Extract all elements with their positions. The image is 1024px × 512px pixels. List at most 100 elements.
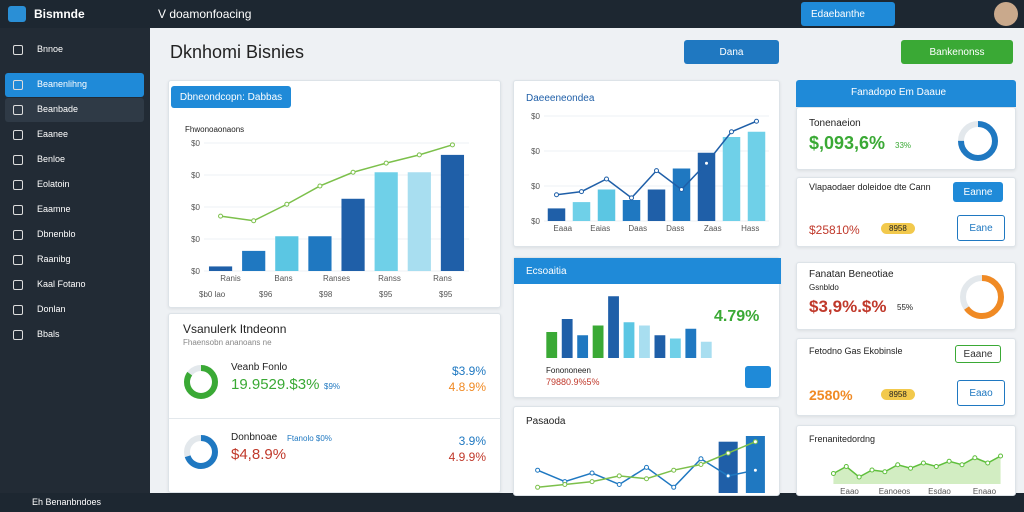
nav-item[interactable]: Raanibg xyxy=(5,248,144,272)
footer-label: $98 xyxy=(319,290,333,299)
nav-item[interactable]: Bnnoe xyxy=(5,38,144,62)
bar xyxy=(561,319,573,358)
outline-button[interactable]: Eane xyxy=(957,215,1005,241)
point xyxy=(416,152,422,158)
point xyxy=(972,455,978,461)
nav-item[interactable]: Donlan xyxy=(5,298,144,322)
area xyxy=(833,456,1001,484)
nav-label: Eaanee xyxy=(37,129,69,139)
trend-chart xyxy=(535,436,765,493)
nav-item[interactable]: Eaamne xyxy=(5,198,144,222)
point xyxy=(562,481,568,487)
nav-icon xyxy=(13,255,23,265)
y-tick-label: $0 xyxy=(531,217,540,226)
bar xyxy=(745,436,765,493)
gauge xyxy=(958,121,998,161)
primary-button[interactable]: Dana xyxy=(684,40,779,64)
point xyxy=(629,195,634,201)
y-tick-label: $0 xyxy=(191,235,200,244)
point xyxy=(933,464,939,469)
highlight: 4.79% xyxy=(714,308,760,325)
bar xyxy=(547,208,566,221)
nav-label: Eaamne xyxy=(37,204,71,214)
expand-button[interactable] xyxy=(745,366,771,388)
nav-item[interactable]: Dbnenblo xyxy=(5,223,144,247)
x-tick-label: Enaao xyxy=(973,487,997,496)
subtitle: Fhaensobn ananoans ne xyxy=(183,338,272,347)
point xyxy=(317,183,323,189)
subtitle: Fhwonoaonaons xyxy=(185,125,245,134)
x-tick-label: Eaaa xyxy=(553,224,572,233)
secondary-button[interactable]: Bankenonss xyxy=(901,40,1013,64)
x-tick-label: Zaas xyxy=(704,224,722,233)
row-note: $9% xyxy=(324,382,341,391)
avatar[interactable] xyxy=(994,2,1018,26)
x-tick-label: Hass xyxy=(741,224,759,233)
bar xyxy=(546,332,558,358)
button[interactable]: Eaane xyxy=(955,345,1001,363)
trend-panel: Pasaoda xyxy=(513,406,780,496)
nav-icon xyxy=(13,45,23,55)
bar xyxy=(685,328,697,358)
nav-label: Beanbade xyxy=(37,104,79,114)
nav-icon xyxy=(13,230,23,240)
topbar: Bismnde V doamonfoacing Edaebanthe xyxy=(0,0,1024,28)
nav-item[interactable]: Kaal Fotano xyxy=(5,273,144,297)
x-tick-label: Ranis xyxy=(220,274,240,283)
nav-icon xyxy=(13,155,23,165)
sales-panel: Ecsoaitia 4.79% Fonononeen 79880.9%5% xyxy=(513,257,781,398)
row-label: Veanb Fonlo xyxy=(231,362,288,373)
bar xyxy=(275,236,299,271)
point xyxy=(616,473,622,479)
nav-item[interactable]: Beanbade xyxy=(5,98,144,122)
point xyxy=(644,464,649,470)
bar xyxy=(592,325,604,358)
tab[interactable]: Dbneondcopn: Dabbas xyxy=(171,86,291,108)
point xyxy=(671,484,677,490)
y-tick-label: $0 xyxy=(531,147,540,156)
nav-label: Bbals xyxy=(37,329,60,339)
point xyxy=(284,201,290,207)
x-tick-label: Daas xyxy=(628,224,647,233)
bar xyxy=(672,168,691,221)
nav-label: Eolatoin xyxy=(37,179,70,189)
point xyxy=(449,142,455,148)
nav-icon xyxy=(13,130,23,140)
nav-item[interactable]: Beanenlihng xyxy=(5,73,144,97)
button[interactable]: Eanne xyxy=(953,182,1003,202)
y-tick-label: $0 xyxy=(191,267,200,276)
point xyxy=(218,213,224,219)
title: Daeeeneondea xyxy=(526,93,595,104)
footer-label: $95 xyxy=(439,290,453,299)
tag: 2580% xyxy=(809,387,853,403)
row-value: $4,8.9% xyxy=(231,446,287,463)
point xyxy=(830,471,836,476)
bar xyxy=(622,200,641,221)
nav-item[interactable]: Eolatoin xyxy=(5,173,144,197)
nav-item[interactable]: Bbals xyxy=(5,323,144,347)
point xyxy=(754,118,759,124)
point xyxy=(251,218,257,224)
point xyxy=(920,460,926,466)
point xyxy=(350,169,356,175)
row-right-bottom: 4.8.9% xyxy=(448,380,486,394)
bar xyxy=(639,325,650,358)
nav-label: Raanibg xyxy=(37,254,71,264)
point xyxy=(698,462,704,467)
point xyxy=(998,453,1004,459)
point xyxy=(843,464,849,469)
nav-item[interactable]: Benloe xyxy=(5,148,144,172)
sales-chart xyxy=(546,296,712,358)
footer-label: $96 xyxy=(259,290,273,299)
outline-button[interactable]: Eaao xyxy=(957,380,1005,406)
donut-arc xyxy=(958,121,998,161)
bar xyxy=(597,189,616,221)
note: 33% xyxy=(895,141,912,150)
bar xyxy=(697,152,716,221)
y-tick-label: $0 xyxy=(531,112,540,121)
top-button[interactable]: Edaebanthe xyxy=(801,2,895,26)
line xyxy=(220,144,453,222)
donut xyxy=(184,365,218,399)
nav-item[interactable]: Eaanee xyxy=(5,123,144,147)
point xyxy=(946,458,952,464)
